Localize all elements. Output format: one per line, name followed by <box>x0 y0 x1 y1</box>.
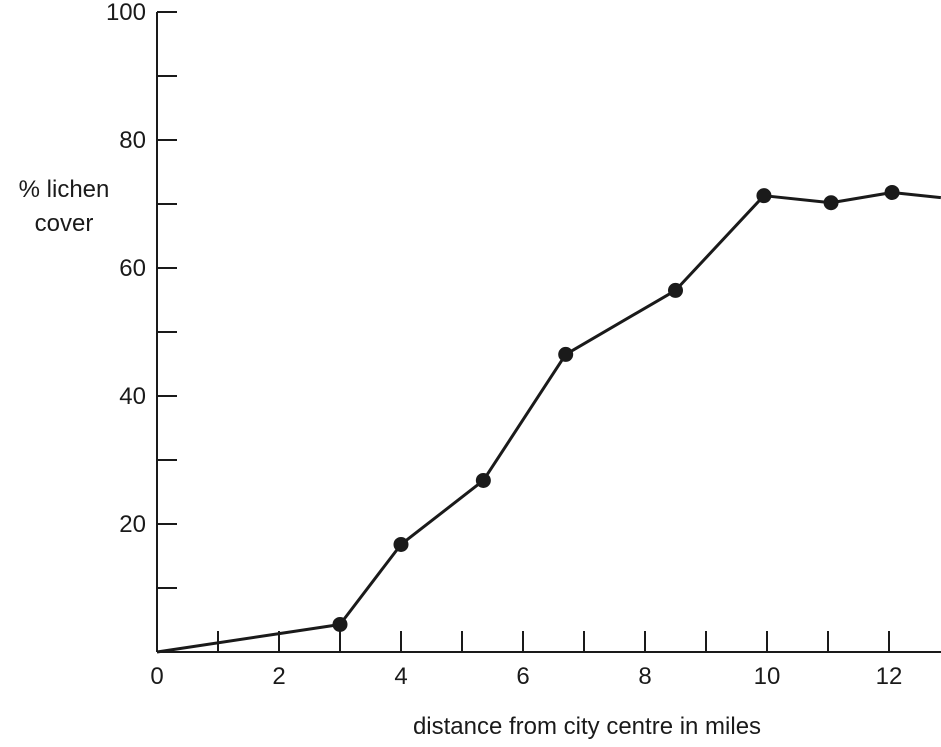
y-axis-label-line-1: % lichen <box>19 176 110 203</box>
x-tick-label: 2 <box>272 663 285 690</box>
data-point-marker <box>393 536 409 552</box>
data-point-marker <box>558 346 574 362</box>
y-tick-label: 20 <box>119 511 146 538</box>
x-tick-label: 12 <box>876 663 903 690</box>
data-point-marker <box>668 282 683 298</box>
ticks <box>157 11 890 652</box>
x-tick-label: 0 <box>150 663 163 690</box>
x-axis-label: distance from city centre in miles <box>413 713 761 740</box>
x-tick-label: 6 <box>516 663 529 690</box>
tick-labels: 0 2 4 6 8 10 12 20 40 60 80 100 <box>106 0 902 690</box>
data-point-marker <box>884 184 900 200</box>
y-tick-label: 60 <box>119 255 146 282</box>
x-tick-label: 4 <box>394 663 407 690</box>
y-tick-label: 40 <box>119 383 146 410</box>
data-point-marker <box>475 472 491 488</box>
data-point-marker <box>756 188 772 204</box>
data-point-marker <box>823 195 839 211</box>
y-tick-label: 100 <box>106 0 146 26</box>
series-line <box>156 190 941 654</box>
axes <box>156 12 941 653</box>
x-tick-label: 8 <box>638 663 651 690</box>
y-tick-label: 80 <box>119 127 146 154</box>
x-tick-label: 10 <box>754 663 781 690</box>
y-axis-label-line-2: cover <box>35 210 94 237</box>
data-point-marker <box>332 616 348 632</box>
lichen-cover-line <box>156 190 941 654</box>
data-points <box>332 184 900 632</box>
